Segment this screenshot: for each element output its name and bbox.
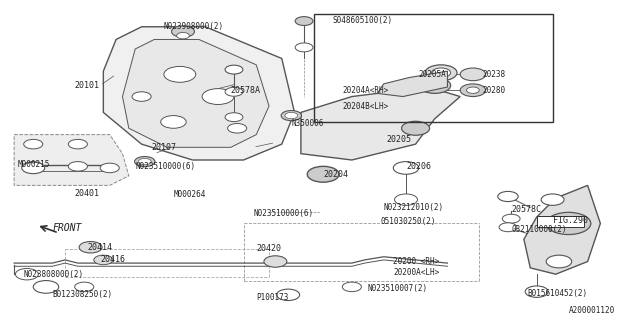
Text: 20578C: 20578C [511, 205, 541, 214]
Circle shape [425, 65, 457, 81]
Text: 20204: 20204 [323, 170, 348, 179]
Text: S048605100(2): S048605100(2) [333, 16, 393, 25]
Circle shape [134, 156, 155, 167]
Circle shape [264, 256, 287, 267]
Text: N023908000(2): N023908000(2) [164, 22, 224, 31]
Circle shape [394, 194, 417, 205]
Polygon shape [301, 87, 460, 160]
Text: M000264: M000264 [173, 190, 206, 199]
Circle shape [276, 289, 300, 300]
Polygon shape [524, 185, 600, 274]
Circle shape [100, 163, 119, 173]
Text: 20206: 20206 [406, 162, 431, 171]
Circle shape [285, 112, 298, 119]
Text: FIG.290: FIG.290 [552, 216, 588, 225]
Circle shape [164, 67, 196, 82]
Circle shape [161, 116, 186, 128]
Circle shape [502, 214, 520, 223]
Circle shape [225, 113, 243, 122]
Text: N023510007(2): N023510007(2) [368, 284, 428, 293]
Circle shape [24, 140, 43, 149]
Circle shape [546, 255, 572, 268]
Circle shape [79, 242, 102, 253]
Polygon shape [14, 135, 129, 185]
Circle shape [225, 65, 243, 74]
Circle shape [307, 166, 339, 182]
Circle shape [22, 162, 45, 174]
Text: 20420: 20420 [256, 244, 281, 253]
Circle shape [431, 68, 451, 77]
Text: 20401: 20401 [75, 189, 100, 198]
Circle shape [342, 282, 362, 292]
FancyBboxPatch shape [537, 215, 584, 227]
Text: N023510000(6): N023510000(6) [253, 209, 313, 219]
Text: 20280: 20280 [483, 86, 506, 95]
Circle shape [138, 158, 151, 165]
Circle shape [419, 77, 451, 93]
Circle shape [460, 84, 486, 97]
Text: 20414: 20414 [88, 243, 113, 252]
Text: 20101: 20101 [75, 81, 100, 90]
Circle shape [172, 26, 195, 37]
Circle shape [24, 162, 43, 171]
Circle shape [460, 68, 486, 81]
Circle shape [177, 32, 189, 39]
Text: 20200A<LH>: 20200A<LH> [394, 268, 440, 277]
Text: A200001120: A200001120 [568, 306, 615, 315]
Circle shape [546, 212, 591, 235]
Circle shape [499, 223, 517, 232]
Text: N350006: N350006 [291, 119, 324, 128]
Circle shape [541, 194, 564, 205]
Circle shape [68, 162, 88, 171]
Text: N023808000(2): N023808000(2) [24, 270, 84, 279]
Circle shape [75, 282, 94, 292]
Circle shape [467, 87, 479, 93]
Circle shape [225, 87, 243, 96]
Text: 051030250(2): 051030250(2) [381, 217, 436, 226]
Text: M000215: M000215 [17, 160, 50, 169]
Text: 20238: 20238 [483, 70, 506, 79]
Circle shape [295, 43, 313, 52]
Polygon shape [103, 27, 294, 160]
Circle shape [228, 124, 246, 133]
Circle shape [94, 255, 113, 265]
Circle shape [33, 281, 59, 293]
Circle shape [525, 286, 548, 297]
Text: 20204B<LH>: 20204B<LH> [342, 101, 388, 111]
Text: 20205A: 20205A [419, 70, 447, 79]
Circle shape [68, 140, 88, 149]
Text: N023510000(6): N023510000(6) [135, 162, 195, 171]
Circle shape [394, 162, 419, 174]
Circle shape [498, 191, 518, 202]
Text: FRONT: FRONT [52, 223, 82, 233]
Text: B012308250(2): B012308250(2) [52, 290, 113, 299]
Text: 20204A<RH>: 20204A<RH> [342, 86, 388, 95]
Circle shape [281, 110, 301, 121]
Circle shape [295, 17, 313, 26]
Text: P100173: P100173 [256, 293, 289, 302]
Text: 20200 <RH>: 20200 <RH> [394, 257, 440, 266]
Circle shape [15, 268, 38, 280]
Circle shape [202, 89, 234, 105]
Text: 20205: 20205 [387, 135, 412, 144]
Bar [314, 14, 552, 122]
Text: B015610452(2): B015610452(2) [527, 289, 588, 298]
Circle shape [132, 92, 151, 101]
Text: N023212010(2): N023212010(2) [384, 203, 444, 212]
Text: 20416: 20416 [100, 255, 125, 264]
Polygon shape [378, 71, 447, 97]
Circle shape [401, 121, 429, 135]
Polygon shape [122, 39, 269, 147]
Text: 032110000(2): 032110000(2) [511, 225, 566, 234]
Text: 20578A: 20578A [231, 86, 260, 95]
Text: 20107: 20107 [151, 143, 176, 152]
